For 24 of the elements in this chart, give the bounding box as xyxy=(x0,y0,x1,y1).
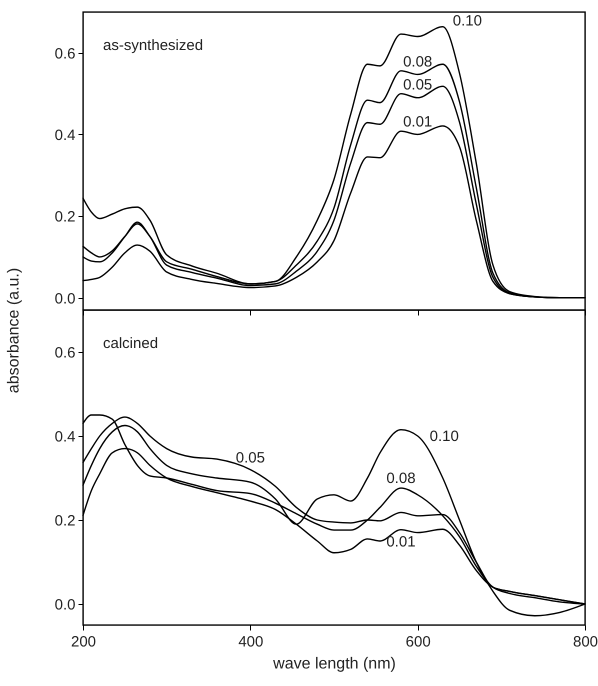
series-label: 0.10 xyxy=(430,428,459,445)
series-label: 0.10 xyxy=(452,12,482,30)
y-tick-label: 0.6 xyxy=(54,45,76,62)
y-axis-title: absorbance (a.u.) xyxy=(6,268,22,394)
y-tick-label: 0.4 xyxy=(54,428,76,446)
annotation: as-synthesized xyxy=(103,37,204,54)
series-label: 0.05 xyxy=(236,450,265,467)
series-label: 0.08 xyxy=(386,470,416,488)
series-label: 0.01 xyxy=(386,534,416,551)
annotation: calcined xyxy=(103,335,158,352)
y-tick-label: 0.4 xyxy=(54,126,76,144)
x-tick-label: 400 xyxy=(238,634,264,650)
y-tick-label: 0.0 xyxy=(54,290,76,308)
series-label: 0.08 xyxy=(403,53,432,70)
x-tick-label: 600 xyxy=(406,634,431,650)
y-tick-label: 0.2 xyxy=(54,208,76,226)
y-tick-label: 0.0 xyxy=(54,596,76,614)
series-label: 0.01 xyxy=(403,113,432,130)
x-tick-label: 800 xyxy=(572,634,598,650)
y-tick-label: 0.2 xyxy=(54,512,76,530)
x-axis-title: wave length (nm) xyxy=(272,656,396,672)
y-tick-label: 0.6 xyxy=(54,344,76,362)
series-label: 0.05 xyxy=(403,76,432,94)
x-tick-label: 200 xyxy=(70,634,96,650)
